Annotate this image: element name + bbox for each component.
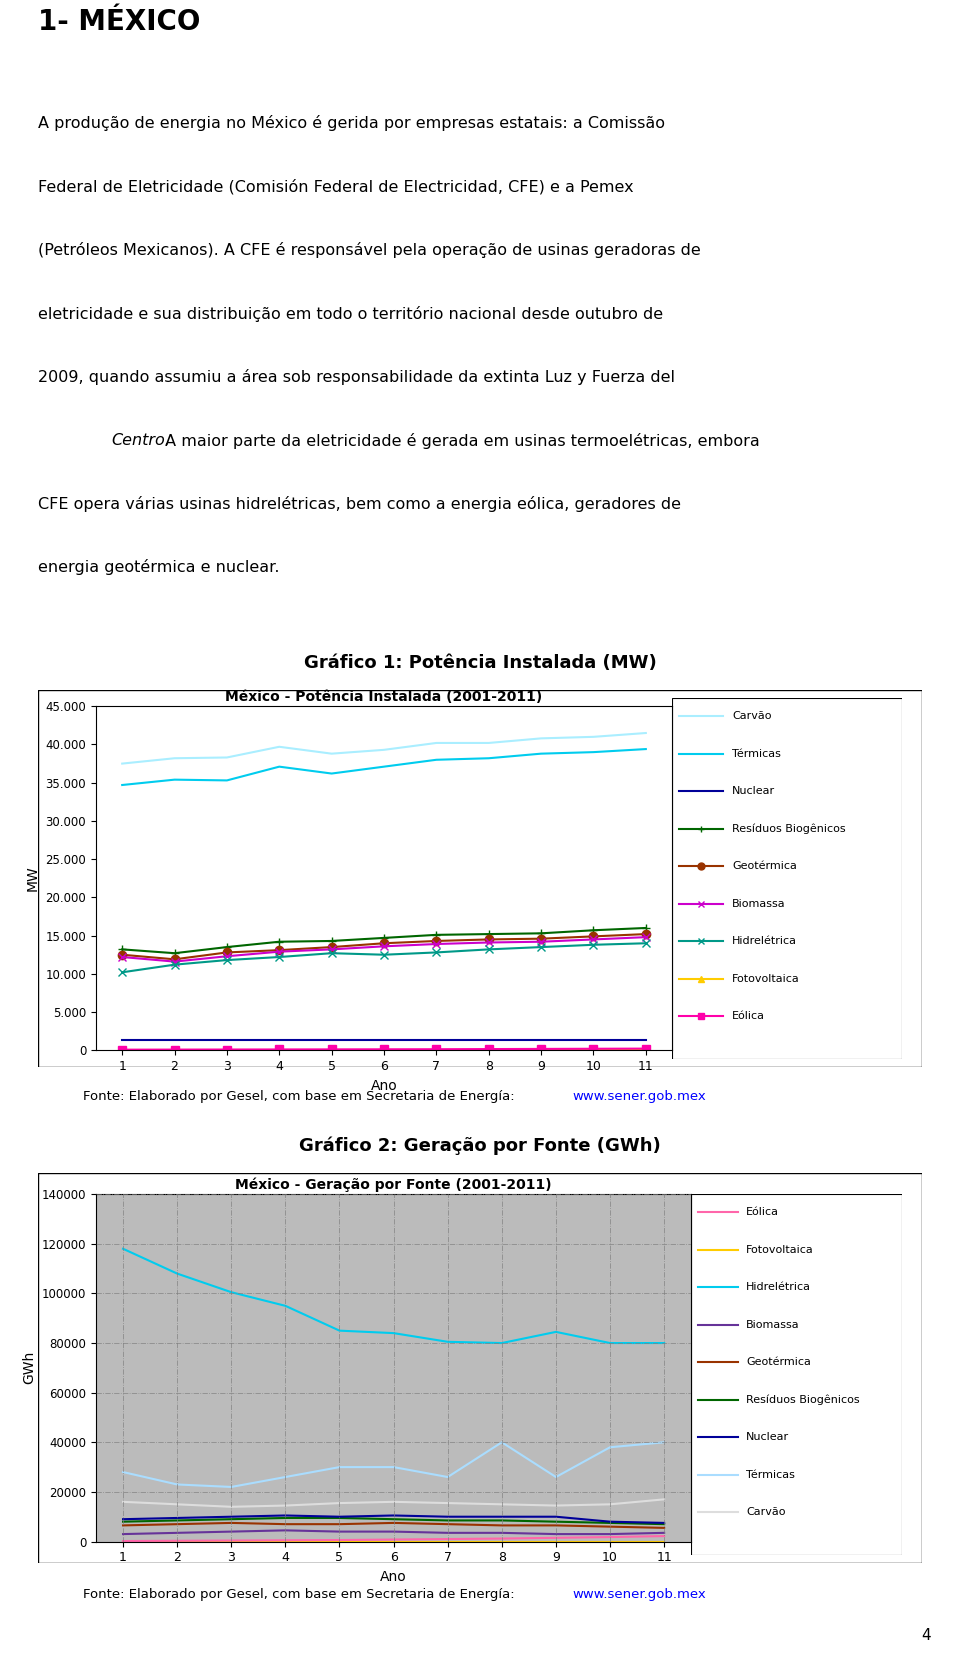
- Text: Carvão: Carvão: [746, 1507, 785, 1517]
- Text: Centro.: Centro.: [111, 432, 171, 448]
- Text: CFE opera várias usinas hidrelétricas, bem como a energia eólica, geradores de: CFE opera várias usinas hidrelétricas, b…: [38, 496, 682, 513]
- Text: Fotovoltaica: Fotovoltaica: [732, 974, 800, 984]
- Text: Gráfico 2: Geração por Fonte (GWh): Gráfico 2: Geração por Fonte (GWh): [300, 1136, 660, 1156]
- Text: Biomassa: Biomassa: [732, 898, 785, 908]
- Text: Fonte: Elaborado por Gesel, com base em Secretaria de Energía:: Fonte: Elaborado por Gesel, com base em …: [83, 1588, 518, 1601]
- Text: Resíduos Biogênicos: Resíduos Biogênicos: [732, 824, 846, 834]
- Text: Fotovoltaica: Fotovoltaica: [746, 1245, 814, 1255]
- Text: Carvão: Carvão: [732, 711, 772, 721]
- Text: www.sener.gob.mex: www.sener.gob.mex: [573, 1090, 707, 1103]
- Text: 2009, quando assumiu a área sob responsabilidade da extinta Luz y Fuerza del: 2009, quando assumiu a área sob responsa…: [38, 369, 676, 385]
- Text: eletricidade e sua distribuição em todo o território nacional desde outubro de: eletricidade e sua distribuição em todo …: [38, 306, 663, 321]
- Y-axis label: GWh: GWh: [22, 1351, 36, 1384]
- Text: Gráfico 1: Potência Instalada (MW): Gráfico 1: Potência Instalada (MW): [303, 655, 657, 672]
- Text: Fonte: Elaborado por Gesel, com base em Secretaria de Energía:: Fonte: Elaborado por Gesel, com base em …: [83, 1090, 518, 1103]
- Text: Eólica: Eólica: [746, 1207, 780, 1217]
- Text: Térmicas: Térmicas: [732, 749, 780, 759]
- Text: 4: 4: [922, 1628, 931, 1644]
- Text: Térmicas: Térmicas: [746, 1470, 795, 1480]
- Title: México - Potência Instalada (2001-2011): México - Potência Instalada (2001-2011): [226, 690, 542, 703]
- Text: Eólica: Eólica: [732, 1011, 765, 1021]
- Text: Nuclear: Nuclear: [746, 1432, 789, 1442]
- Text: Resíduos Biogênicos: Resíduos Biogênicos: [746, 1394, 860, 1404]
- X-axis label: Ano: Ano: [380, 1570, 407, 1585]
- Text: Federal de Eletricidade (Comisión Federal de Electricidad, CFE) e a Pemex: Federal de Eletricidade (Comisión Federa…: [38, 179, 634, 194]
- Text: Nuclear: Nuclear: [732, 786, 775, 796]
- Text: 1- MÉXICO: 1- MÉXICO: [38, 8, 201, 36]
- Text: Geotérmica: Geotérmica: [732, 862, 797, 872]
- Text: A produção de energia no México é gerida por empresas estatais: a Comissão: A produção de energia no México é gerida…: [38, 116, 665, 131]
- Text: Biomassa: Biomassa: [746, 1320, 800, 1330]
- Title: México - Geração por Fonte (2001-2011): México - Geração por Fonte (2001-2011): [235, 1178, 552, 1191]
- Text: Hidrelétrica: Hidrelétrica: [746, 1282, 811, 1292]
- Text: A maior parte da eletricidade é gerada em usinas termoelétricas, embora: A maior parte da eletricidade é gerada e…: [160, 432, 760, 448]
- Text: Hidrelétrica: Hidrelétrica: [732, 936, 797, 946]
- Text: energia geotérmica e nuclear.: energia geotérmica e nuclear.: [38, 559, 280, 576]
- Text: (Petróleos Mexicanos). A CFE é responsável pela operação de usinas geradoras de: (Petróleos Mexicanos). A CFE é responsáv…: [38, 241, 701, 258]
- Text: Geotérmica: Geotérmica: [746, 1358, 811, 1368]
- Y-axis label: MW: MW: [26, 865, 40, 892]
- X-axis label: Ano: Ano: [371, 1078, 397, 1093]
- Text: www.sener.gob.mex: www.sener.gob.mex: [573, 1588, 707, 1601]
